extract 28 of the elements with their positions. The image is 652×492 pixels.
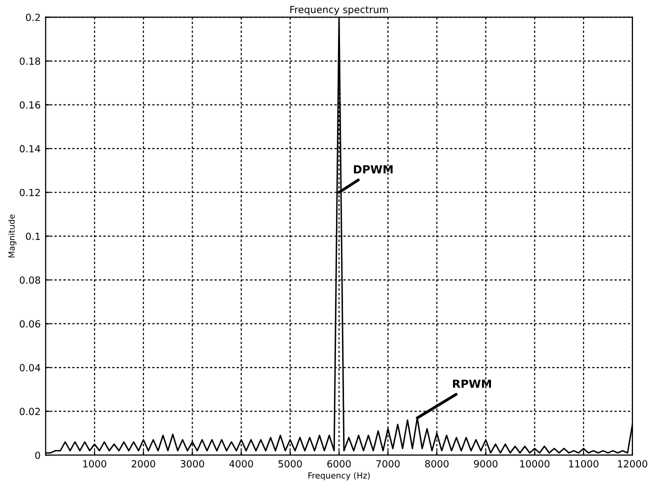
y-tick-label: 0.2 [26, 14, 40, 22]
y-tick-label: 0.02 [20, 408, 40, 416]
y-tick-label: 0.08 [20, 276, 40, 284]
annotation: RPWM [453, 380, 491, 388]
x-tick-label: 1000 [83, 460, 106, 468]
y-tick-label: 0.12 [20, 188, 40, 196]
x-tick-label: 8000 [425, 460, 449, 468]
chart-title: Frequency spectrum [290, 6, 388, 16]
y-tick-label: 0.06 [20, 320, 40, 328]
y-tick-label: 0.18 [20, 57, 40, 65]
x-tick-label: 7000 [376, 460, 400, 468]
annotation: DPWM [354, 165, 393, 174]
x-tick-label: 2000 [132, 460, 156, 468]
y-tick-label: 0.14 [20, 145, 40, 152]
y-tick-label: 0.16 [20, 101, 40, 109]
x-tick-label: 6000 [327, 460, 351, 468]
x-tick-label: 5000 [278, 460, 302, 468]
y-tick-label: 0.1 [26, 232, 40, 240]
y-tick-label: 0.04 [20, 364, 40, 372]
y-axis-title: Magnitude [8, 214, 16, 258]
x-tick-label: 4000 [229, 460, 253, 468]
y-tick-label: 0 [35, 452, 40, 459]
x-tick-label: 3000 [180, 460, 204, 468]
x-tick-label: 12000 [618, 460, 648, 468]
x-axis-title: Frequency (Hz) [308, 472, 370, 480]
x-tick-label: 10000 [520, 460, 550, 468]
x-tick-label: 9000 [474, 460, 498, 468]
x-tick-label: 11000 [569, 460, 598, 468]
